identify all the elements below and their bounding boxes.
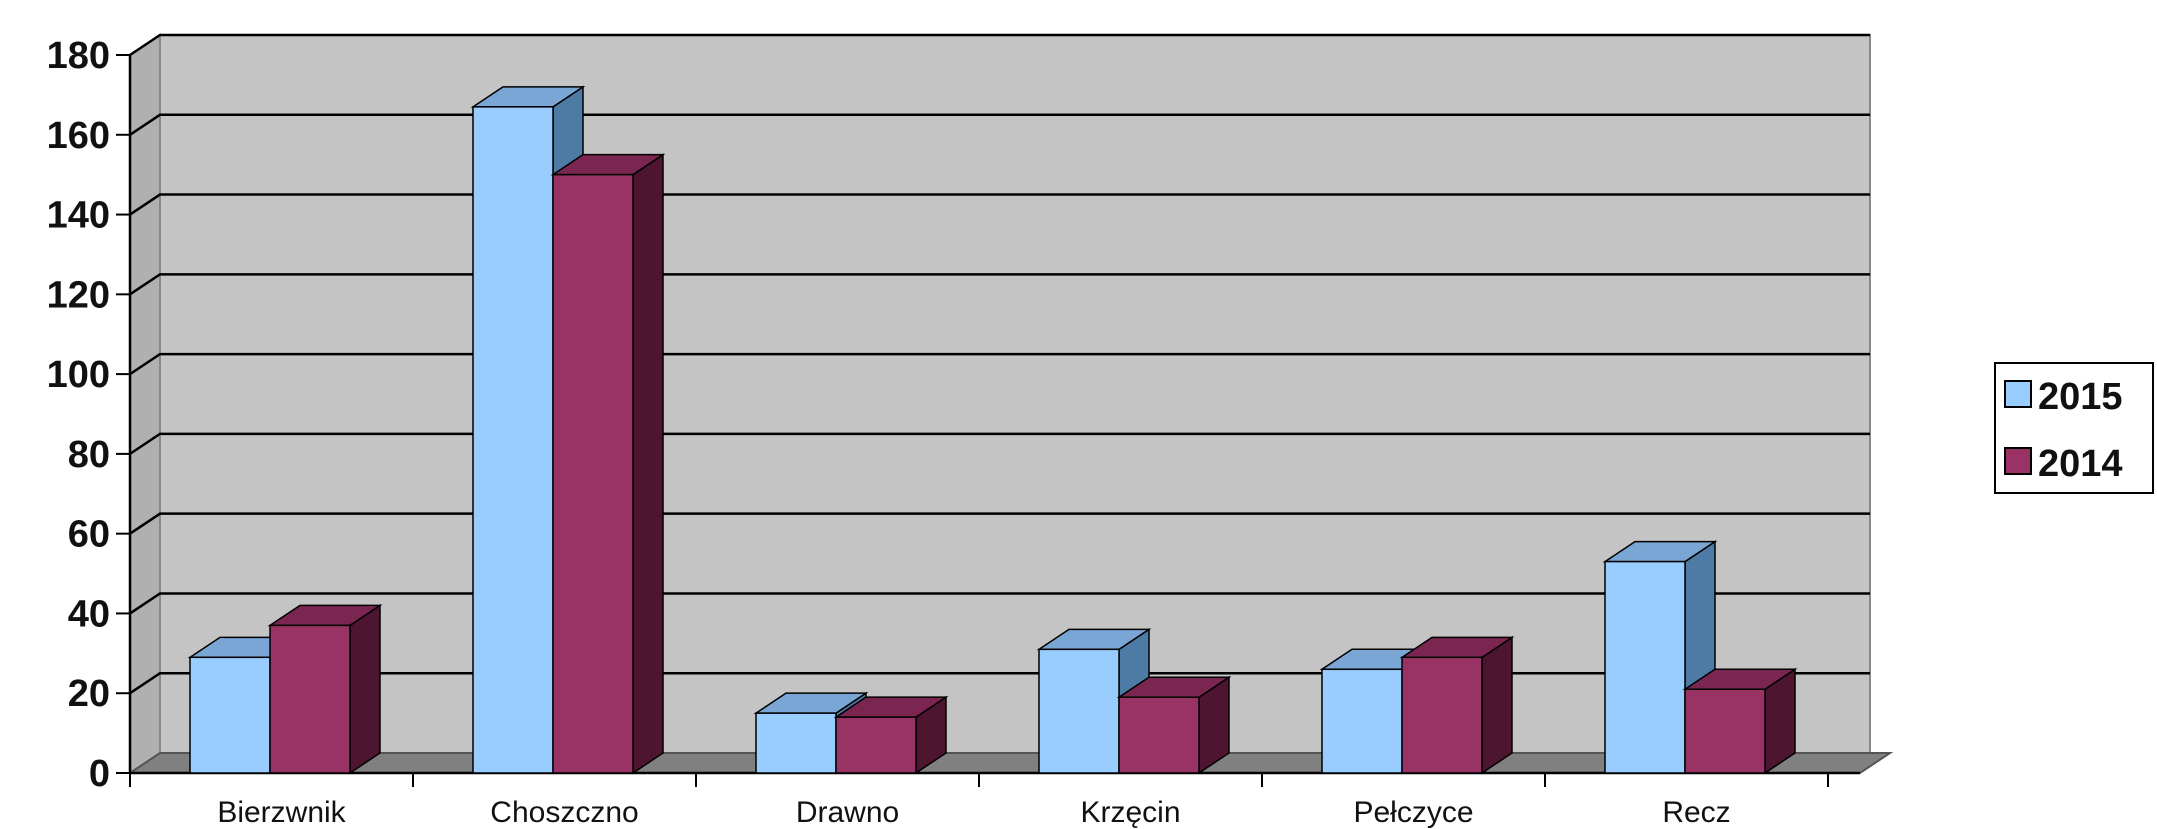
bar-front <box>552 173 634 774</box>
axis-labels: 0 20 40 60 80 100 120 140 160 180 Bierzwnik Choszcz… <box>47 35 1731 829</box>
y-tick-label: 80 <box>68 434 110 476</box>
legend-label-2015: 2015 <box>2038 376 2123 418</box>
legend: 2015 2014 <box>1994 362 2154 494</box>
bar-2014-Recz <box>1682 667 1798 775</box>
gridline <box>129 193 1870 216</box>
bar-front <box>1684 688 1766 774</box>
legend-label-2014: 2014 <box>2038 443 2123 485</box>
axes <box>116 54 1860 787</box>
bar-front <box>1118 696 1200 774</box>
category-label: Pełczyce <box>1353 796 1473 829</box>
gridline <box>129 432 1870 455</box>
y-tick-label: 140 <box>47 195 110 237</box>
y-tick-label: 180 <box>47 35 110 77</box>
y-tick-label: 120 <box>47 274 110 316</box>
bar-2014-Drawno <box>833 695 949 775</box>
bar-front <box>269 624 351 774</box>
legend-swatch-2015 <box>2004 380 2032 408</box>
bar-front <box>1401 656 1483 774</box>
category-label: Choszczno <box>490 796 638 829</box>
y-tick-label: 20 <box>68 673 110 715</box>
legend-swatch-2014 <box>2004 447 2032 475</box>
category-label: Bierzwnik <box>217 796 346 829</box>
gridline <box>129 273 1870 296</box>
bar-front <box>472 106 554 774</box>
gridline <box>129 352 1870 376</box>
bar-front <box>755 712 837 774</box>
gridline <box>129 592 1870 615</box>
bar-2014-Pełczyce <box>1399 635 1515 775</box>
gridline <box>129 113 1870 136</box>
bar-side <box>1481 635 1513 775</box>
bar-front <box>189 656 271 774</box>
gridline <box>129 671 1870 695</box>
gridlines <box>129 33 1870 695</box>
gridline <box>129 33 1870 57</box>
y-tick-label: 160 <box>47 115 110 157</box>
bar-front <box>1038 648 1120 774</box>
bar-side <box>632 153 664 775</box>
category-label: Krzęcin <box>1080 796 1180 829</box>
gridline <box>129 512 1870 535</box>
bar-2014-Krzęcin <box>1116 675 1232 775</box>
bar-side <box>349 604 381 775</box>
bar-front <box>835 716 917 774</box>
y-tick-label: 100 <box>47 354 110 396</box>
bar-2014-Choszczno <box>550 153 666 775</box>
category-label: Drawno <box>796 796 899 829</box>
bars <box>187 85 1798 775</box>
bar-2014-Bierzwnik <box>267 604 383 775</box>
side-wall <box>129 33 161 775</box>
bar-front <box>1604 560 1686 774</box>
y-tick-label: 0 <box>89 753 110 795</box>
bar-front <box>1321 668 1403 774</box>
category-label: Recz <box>1662 796 1730 829</box>
y-tick-label: 60 <box>68 514 110 556</box>
y-tick-label: 40 <box>68 593 110 635</box>
